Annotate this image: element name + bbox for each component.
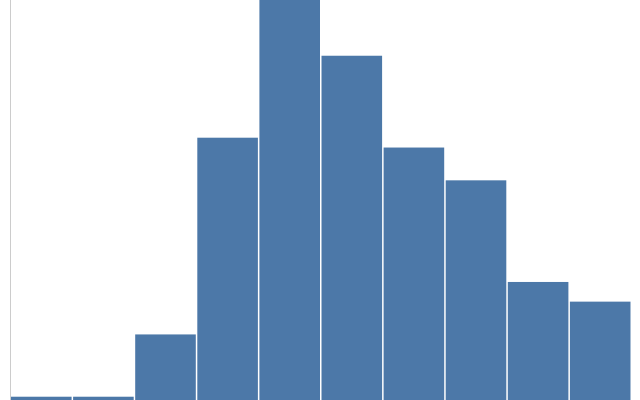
- histogram-bar-7: [383, 147, 445, 400]
- histogram-bar-6: [321, 55, 383, 400]
- histogram-bar-8: [445, 180, 507, 400]
- histogram-bar-9: [507, 281, 569, 400]
- histogram-bar-10: [569, 301, 631, 400]
- bars-group: [11, 0, 631, 400]
- histogram-bar-5: [259, 0, 320, 400]
- histogram-bar-4: [197, 137, 258, 400]
- histogram-bar-2: [73, 396, 134, 400]
- histogram-bar-1: [11, 396, 72, 400]
- histogram-bar-3: [135, 334, 196, 400]
